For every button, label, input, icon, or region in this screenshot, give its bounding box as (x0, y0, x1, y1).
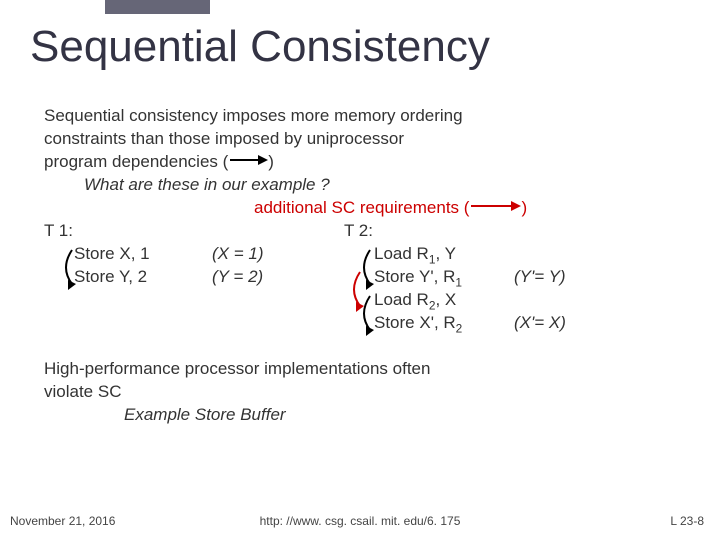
eq-column: (X = 1) (Y = 2) (212, 220, 264, 289)
sc-req-a: additional SC requirements ( (254, 198, 469, 217)
slide-title: Sequential Consistency (30, 22, 490, 72)
para2-line1: High-performance processor implementatio… (44, 358, 690, 381)
arrow-right-red-icon (469, 197, 521, 220)
sc-curve-red-icon (346, 270, 364, 312)
t2-store-x: Store X', R2 (374, 312, 462, 335)
para1-line1: Sequential consistency imposes more memo… (44, 105, 690, 128)
dependency-curve-t1-icon (58, 248, 76, 290)
sc-req-line: additional SC requirements () (254, 197, 690, 220)
example-line: Example Store Buffer (124, 404, 690, 427)
footer-page: L 23-8 (670, 514, 704, 528)
sc-req-b: ) (521, 198, 527, 217)
t2-load-r1: Load R1, Y (374, 243, 462, 266)
para1-line2: constraints than those imposed by unipro… (44, 128, 690, 151)
slide-body: Sequential consistency imposes more memo… (44, 105, 690, 427)
footer-url: http: //www. csg. csail. mit. edu/6. 175 (10, 514, 710, 528)
eq-y: (Y = 2) (212, 266, 264, 289)
arrow-right-icon (228, 151, 268, 174)
t1-store-x: Store X, 1 (74, 243, 150, 266)
result-column: (Y'= Y) (X'= X) (514, 220, 566, 335)
para2-line2: violate SC (44, 381, 690, 404)
t2-label: T 2: (344, 220, 462, 243)
t1-label: T 1: (44, 220, 150, 243)
eq-x: (X = 1) (212, 243, 264, 266)
t2-load-r2: Load R2, X (374, 289, 462, 312)
para1-line3-b: ) (268, 152, 274, 171)
result-yy: (Y'= Y) (514, 266, 566, 289)
para1-line3-a: program dependencies ( (44, 152, 228, 171)
question-line: What are these in our example ? (84, 174, 690, 197)
header-accent-bar (105, 0, 210, 14)
result-xx: (X'= X) (514, 312, 566, 335)
t2-store-y: Store Y', R1 (374, 266, 462, 289)
para1-line3: program dependencies () (44, 151, 690, 174)
t1-store-y: Store Y, 2 (74, 266, 150, 289)
